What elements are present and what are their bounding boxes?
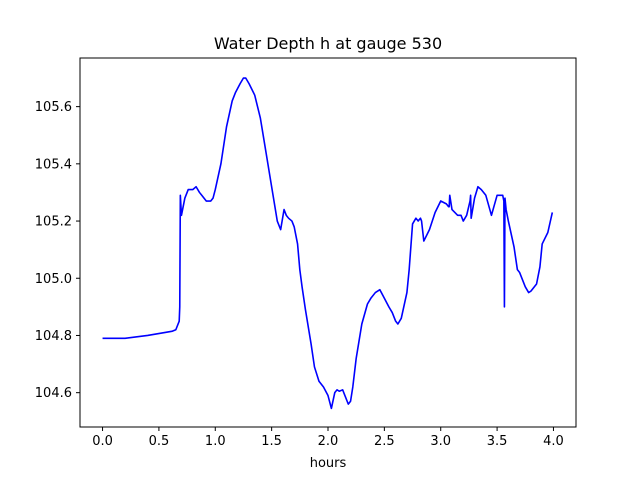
x-tick-label: 1.0 <box>205 434 226 449</box>
axes-layer: 0.0 0.5 1.0 1.5 2.0 2.5 3.0 3.5 4.0 104.6 104.8 105… <box>35 100 564 449</box>
y-tick-label: 105.2 <box>35 215 72 230</box>
series-line-0 <box>102 77 554 410</box>
chart-title: Water Depth h at gauge 530 <box>214 34 442 53</box>
x-axis-label: hours <box>310 456 347 471</box>
x-tick-label: 3.5 <box>487 434 508 449</box>
plot-frame <box>79 57 577 428</box>
x-tick-label: 0.5 <box>149 434 170 449</box>
x-tick-label: 2.5 <box>374 434 395 449</box>
x-tick-label: 3.0 <box>430 434 451 449</box>
series-layer <box>102 77 554 410</box>
y-tick-label: 104.8 <box>35 329 72 344</box>
x-tick-label: 1.5 <box>261 434 282 449</box>
x-tick-label: 2.0 <box>318 434 339 449</box>
x-tick-label: 4.0 <box>543 434 564 449</box>
x-tick-label: 0.0 <box>92 434 113 449</box>
y-tick-label: 105.4 <box>35 157 72 172</box>
y-tick-label: 105.0 <box>35 272 72 287</box>
y-tick-label: 105.6 <box>35 100 72 115</box>
plot-area <box>80 58 576 427</box>
y-tick-label: 104.6 <box>35 386 72 401</box>
